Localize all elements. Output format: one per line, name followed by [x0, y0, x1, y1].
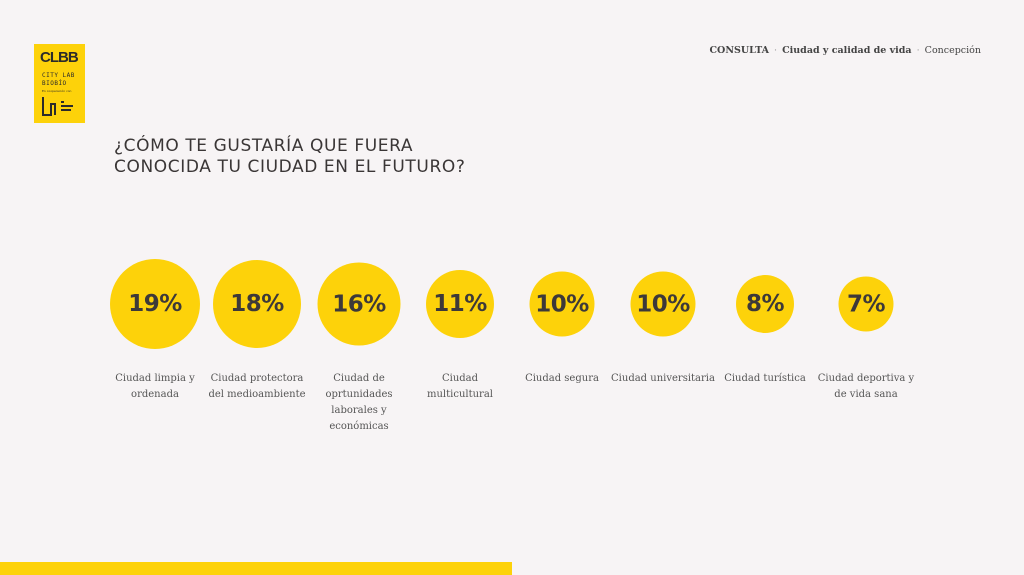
chart-item: 7% Ciudad deportiva y de vida sana — [814, 258, 918, 400]
value-label: 16% — [332, 291, 386, 317]
value-bubble: 16% — [317, 262, 401, 346]
category-label: Ciudad segura — [525, 373, 599, 384]
chart-item: 10% Ciudad segura — [510, 258, 614, 384]
value-bubble: 10% — [630, 271, 696, 337]
value-bubble: 18% — [213, 260, 301, 348]
breadcrumb-separator: · — [916, 45, 920, 56]
value-bubble: 8% — [736, 275, 794, 333]
category-label: Ciudad de oprtunidades laborales y econó… — [325, 373, 393, 432]
clbb-logo: CLBB CITY LAB BIOBÍO En cooperación con — [34, 44, 85, 123]
category-label: Ciudad deportiva y de vida sana — [817, 373, 915, 400]
breadcrumb-separator: · — [774, 45, 778, 56]
value-label: 8% — [745, 291, 785, 317]
value-label: 10% — [636, 291, 690, 317]
page-title: ¿CÓMO TE GUSTARÍA QUE FUERA CONOCIDA TU … — [114, 136, 465, 178]
category-label: Ciudad universitaria — [611, 373, 715, 384]
chart-item: 8% Ciudad turística — [713, 258, 817, 384]
chart-item: 16% Ciudad de oprtunidades laborales y ec… — [307, 258, 411, 432]
breadcrumb-place: Concepción — [924, 45, 981, 56]
logo-line-1: CITY LAB — [42, 72, 75, 79]
category-label: Ciudad turística — [724, 373, 806, 384]
logo-mark: CLBB — [40, 49, 79, 66]
breadcrumb: CONSULTA · Ciudad y calidad de vida · Co… — [710, 45, 982, 56]
chart-item: 11% Ciudad multicultural — [408, 258, 512, 400]
logo-line-3: En cooperación con — [42, 89, 72, 93]
chart-item: 18% Ciudad protectora del medioambiente — [205, 258, 309, 400]
value-bubble: 11% — [426, 270, 494, 338]
value-bubble: 7% — [838, 276, 894, 332]
title-line-2: CONOCIDA TU CIUDAD EN EL FUTURO? — [114, 157, 466, 177]
value-bubble: 10% — [529, 271, 595, 337]
mit-media-lab-logo-icon — [42, 97, 73, 116]
category-label: Ciudad multicultural — [427, 373, 493, 400]
logo-line-2: BIOBÍO — [42, 80, 67, 87]
bottom-accent-bar — [0, 562, 512, 575]
category-label: Ciudad limpia y ordenada — [115, 373, 195, 400]
value-label: 10% — [535, 291, 589, 317]
value-bubble: 19% — [110, 259, 200, 349]
value-label: 19% — [128, 291, 182, 317]
value-label: 18% — [230, 291, 284, 317]
chart-item: 10% Ciudad universitaria — [611, 258, 715, 384]
category-label: Ciudad protectora del medioambiente — [208, 373, 306, 400]
value-label: 7% — [846, 291, 886, 317]
chart-item: 19% Ciudad limpia y ordenada — [103, 258, 207, 400]
breadcrumb-section: CONSULTA — [709, 45, 770, 56]
breadcrumb-topic: Ciudad y calidad de vida — [782, 45, 912, 56]
title-line-1: ¿CÓMO TE GUSTARÍA QUE FUERA — [114, 136, 414, 156]
value-label: 11% — [433, 291, 487, 317]
